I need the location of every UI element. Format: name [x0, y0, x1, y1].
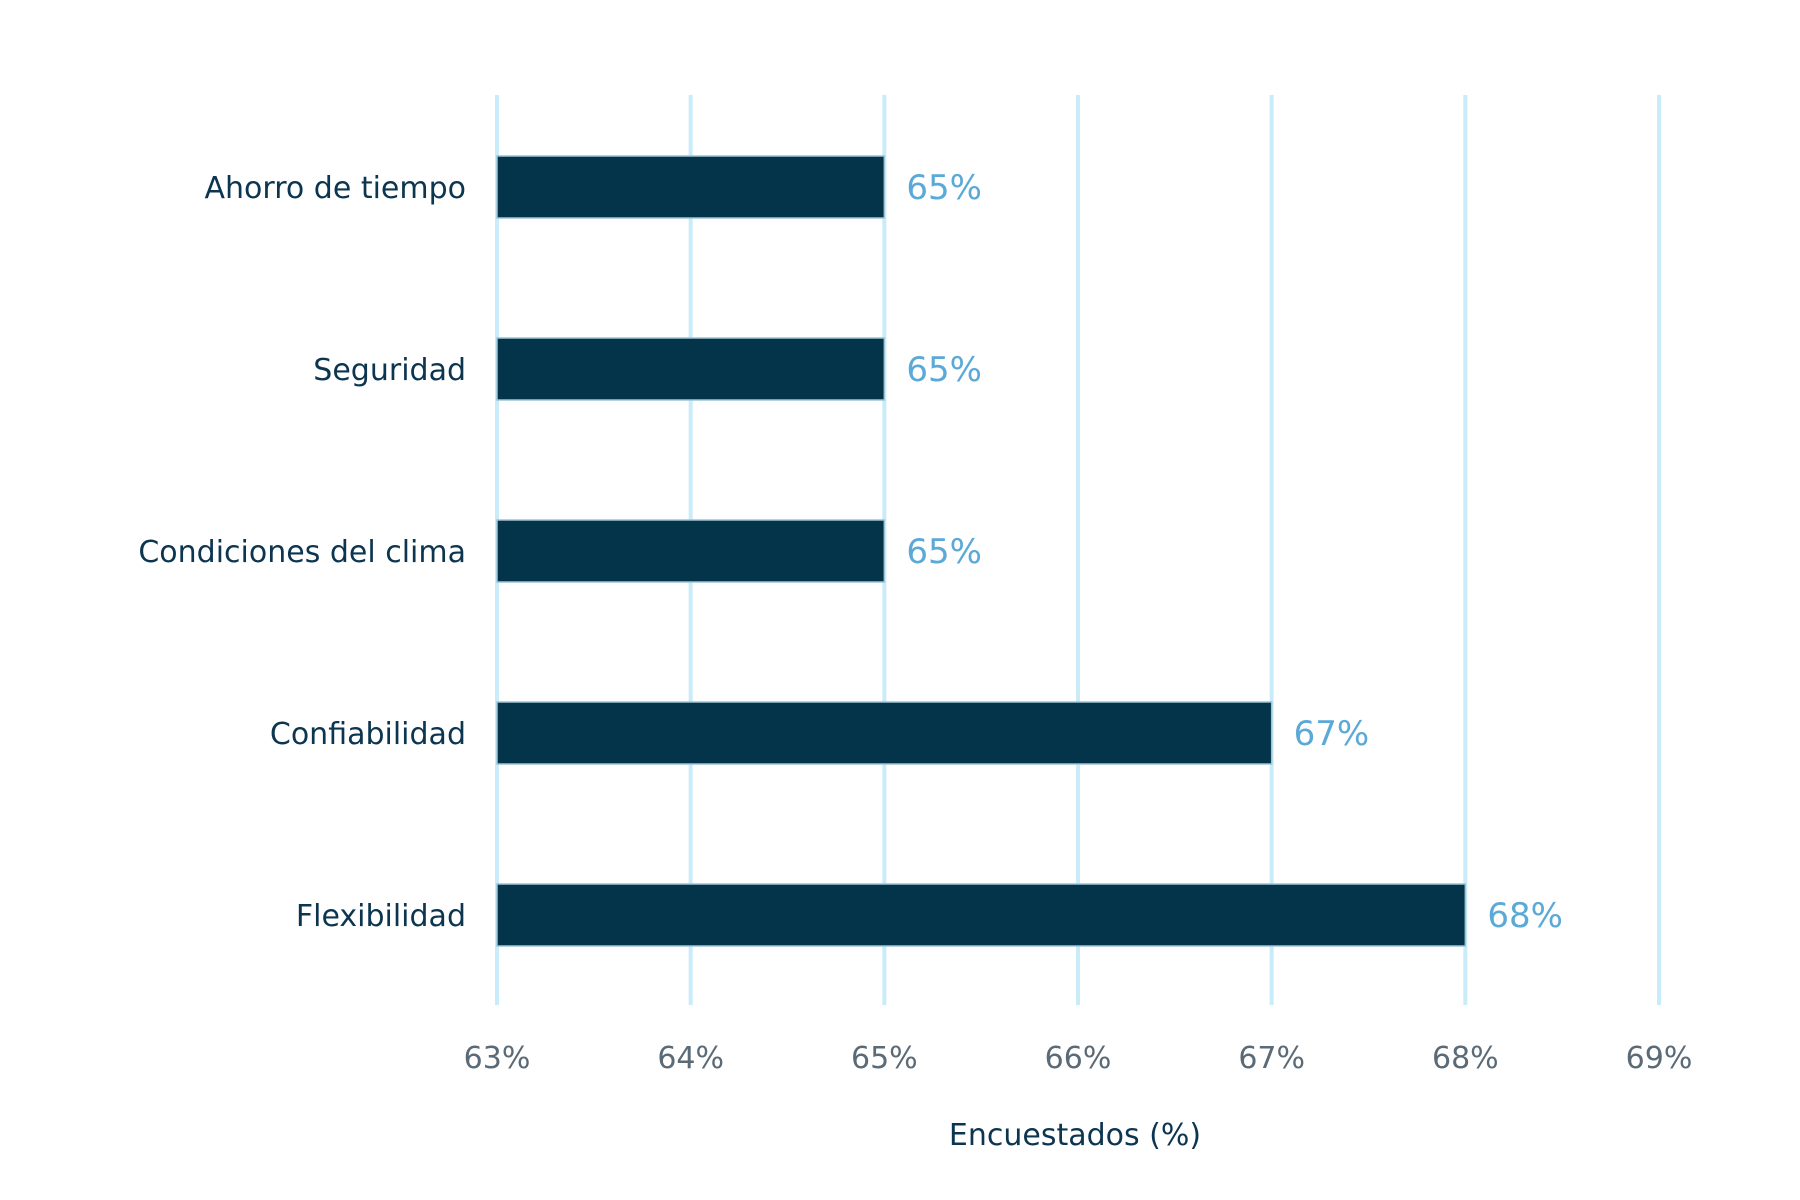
- bar: [496, 701, 1273, 765]
- x-tick-label: 63%: [464, 1041, 531, 1076]
- x-axis-title: Encuestados (%): [949, 1118, 1201, 1153]
- category-label: Confiabilidad: [270, 717, 466, 752]
- bar: [496, 519, 886, 583]
- value-label: 65%: [906, 532, 982, 572]
- value-label: 65%: [906, 350, 982, 390]
- x-tick-label: 65%: [851, 1041, 918, 1076]
- bar: [496, 155, 886, 219]
- x-tick-label: 68%: [1432, 1041, 1499, 1076]
- bars: [496, 155, 1467, 947]
- bar: [496, 337, 886, 401]
- x-tick-label: 64%: [657, 1041, 724, 1076]
- category-label: Seguridad: [313, 353, 466, 388]
- value-label: 65%: [906, 168, 982, 208]
- category-labels: Ahorro de tiempo Seguridad Condiciones del…: [138, 171, 466, 934]
- category-label: Condiciones del clima: [138, 535, 466, 570]
- x-tick-labels: 63% 64% 65% 66% 67% 68% 69%: [464, 1041, 1693, 1076]
- category-label: Flexibilidad: [296, 899, 466, 934]
- x-tick-label: 67%: [1238, 1041, 1305, 1076]
- category-label: Ahorro de tiempo: [205, 171, 466, 206]
- value-labels: 65% 65% 65% 67% 68%: [906, 168, 1563, 936]
- x-tick-label: 69%: [1626, 1041, 1693, 1076]
- bar: [496, 883, 1467, 947]
- value-label: 68%: [1487, 896, 1563, 936]
- x-tick-label: 66%: [1045, 1041, 1112, 1076]
- value-label: 67%: [1294, 714, 1370, 754]
